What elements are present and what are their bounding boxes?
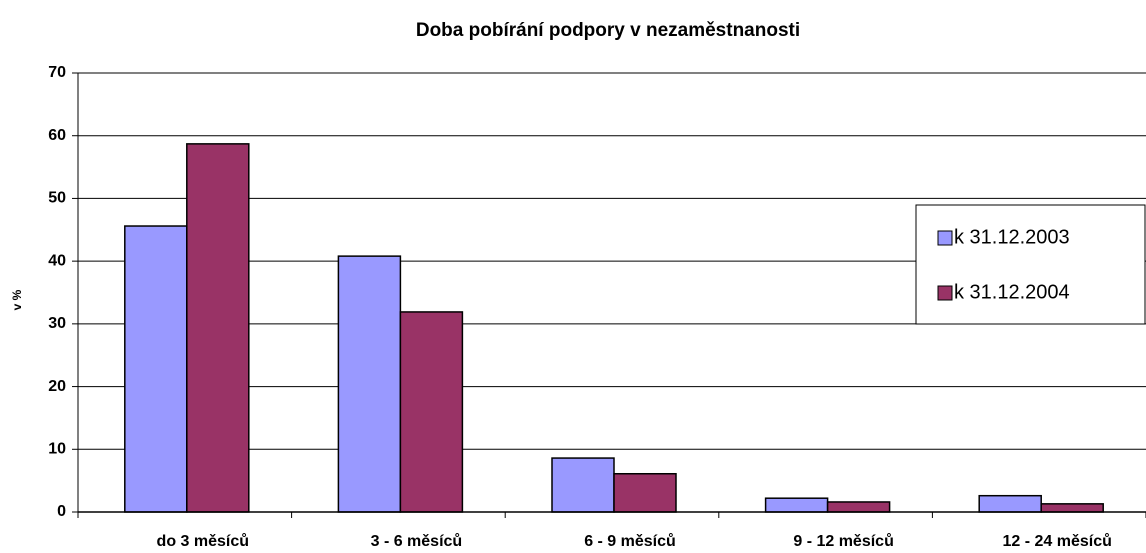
y-tick-label: 40	[48, 252, 66, 269]
y-tick-label: 20	[48, 378, 66, 395]
y-tick-label: 70	[48, 64, 66, 81]
y-tick-label: 50	[48, 190, 66, 207]
x-tick-label: 12 - 24 měsíců	[1002, 533, 1111, 550]
y-axis-label: v %	[10, 289, 24, 310]
y-tick-label: 10	[48, 441, 66, 458]
bar	[1040, 503, 1104, 513]
bar	[978, 494, 1042, 513]
bar	[613, 472, 677, 513]
chart-title: Doba pobírání podpory v nezaměstnanosti	[416, 20, 800, 41]
bar	[551, 457, 615, 513]
y-tick-label: 60	[48, 127, 66, 144]
legend-swatch	[937, 285, 953, 301]
legend-swatch	[937, 230, 953, 246]
bar	[399, 311, 464, 513]
x-tick-label: 9 - 12 měsíců	[793, 533, 894, 550]
legend-box	[915, 204, 1146, 325]
bar	[337, 255, 402, 513]
bar	[186, 143, 250, 513]
x-tick-label: 3 - 6 měsíců	[371, 533, 463, 550]
y-tick-label: 30	[48, 315, 66, 332]
y-tick-label: 0	[57, 503, 66, 520]
legend-label: k 31.12.2003	[954, 226, 1070, 248]
x-tick-label: do 3 měsíců	[157, 533, 249, 550]
bar	[764, 497, 829, 513]
bar	[124, 225, 188, 513]
x-tick-label: 6 - 9 měsíců	[584, 533, 676, 550]
bar	[826, 501, 891, 513]
legend-label: k 31.12.2004	[954, 281, 1070, 303]
